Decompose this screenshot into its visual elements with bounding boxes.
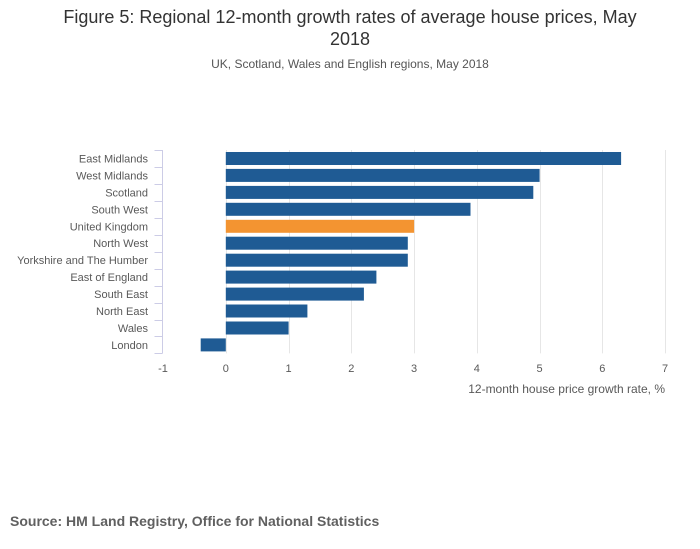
category-labels: East Midlands West Midlands Scotland South … [17, 154, 148, 352]
x-tick-label: 7 [662, 363, 668, 375]
chart-title: Figure 5: Regional 12-month growth rates… [0, 6, 700, 50]
bar-london [200, 338, 226, 352]
category-label: East of England [70, 272, 148, 284]
category-label: London [111, 340, 148, 352]
category-label: South West [91, 204, 148, 216]
x-axis-title: 12-month house price growth rate, % [468, 382, 665, 396]
bar-scotland [225, 185, 534, 199]
x-tick-label: 6 [599, 363, 605, 375]
category-label: United Kingdom [70, 221, 148, 233]
category-label: Scotland [105, 187, 148, 199]
chart-subtitle: UK, Scotland, Wales and English regions,… [211, 57, 489, 71]
category-label: South East [94, 289, 148, 301]
chart-title-line-1: Figure 5: Regional 12-month growth rates… [63, 7, 637, 27]
x-tick-label: 3 [411, 363, 417, 375]
bar-west-midlands [225, 168, 540, 182]
bar-south-east [225, 287, 364, 301]
category-axis [154, 150, 163, 354]
source-note: Source: HM Land Registry, Office for Nat… [10, 513, 380, 529]
category-label: East Midlands [79, 154, 149, 166]
grid-lines [226, 150, 666, 354]
category-label: North East [96, 306, 148, 318]
bars [200, 152, 622, 352]
x-tick-label: 4 [474, 363, 480, 375]
x-tick-label: 1 [285, 363, 291, 375]
bar-united-kingdom [225, 219, 415, 233]
x-tick-label: 5 [536, 363, 542, 375]
bar-east-midlands [225, 152, 622, 165]
category-label: West Midlands [76, 170, 148, 182]
bar-east-of-england [225, 270, 377, 284]
category-label: Wales [118, 323, 149, 335]
x-tick-label: -1 [158, 363, 168, 375]
category-label: Yorkshire and The Humber [17, 255, 148, 267]
category-label: North West [93, 238, 148, 250]
x-tick-labels: -1 0 1 2 3 4 5 6 7 [158, 363, 668, 375]
bar-yorkshire-and-the-humber [225, 253, 408, 267]
chart-title-line-2: 2018 [329, 29, 371, 49]
x-tick-label: 0 [223, 363, 229, 375]
bar-wales [225, 321, 289, 335]
bar-north-west [225, 236, 408, 250]
x-tick-label: 2 [348, 363, 354, 375]
bar-north-east [225, 304, 308, 318]
bar-south-west [225, 202, 471, 216]
